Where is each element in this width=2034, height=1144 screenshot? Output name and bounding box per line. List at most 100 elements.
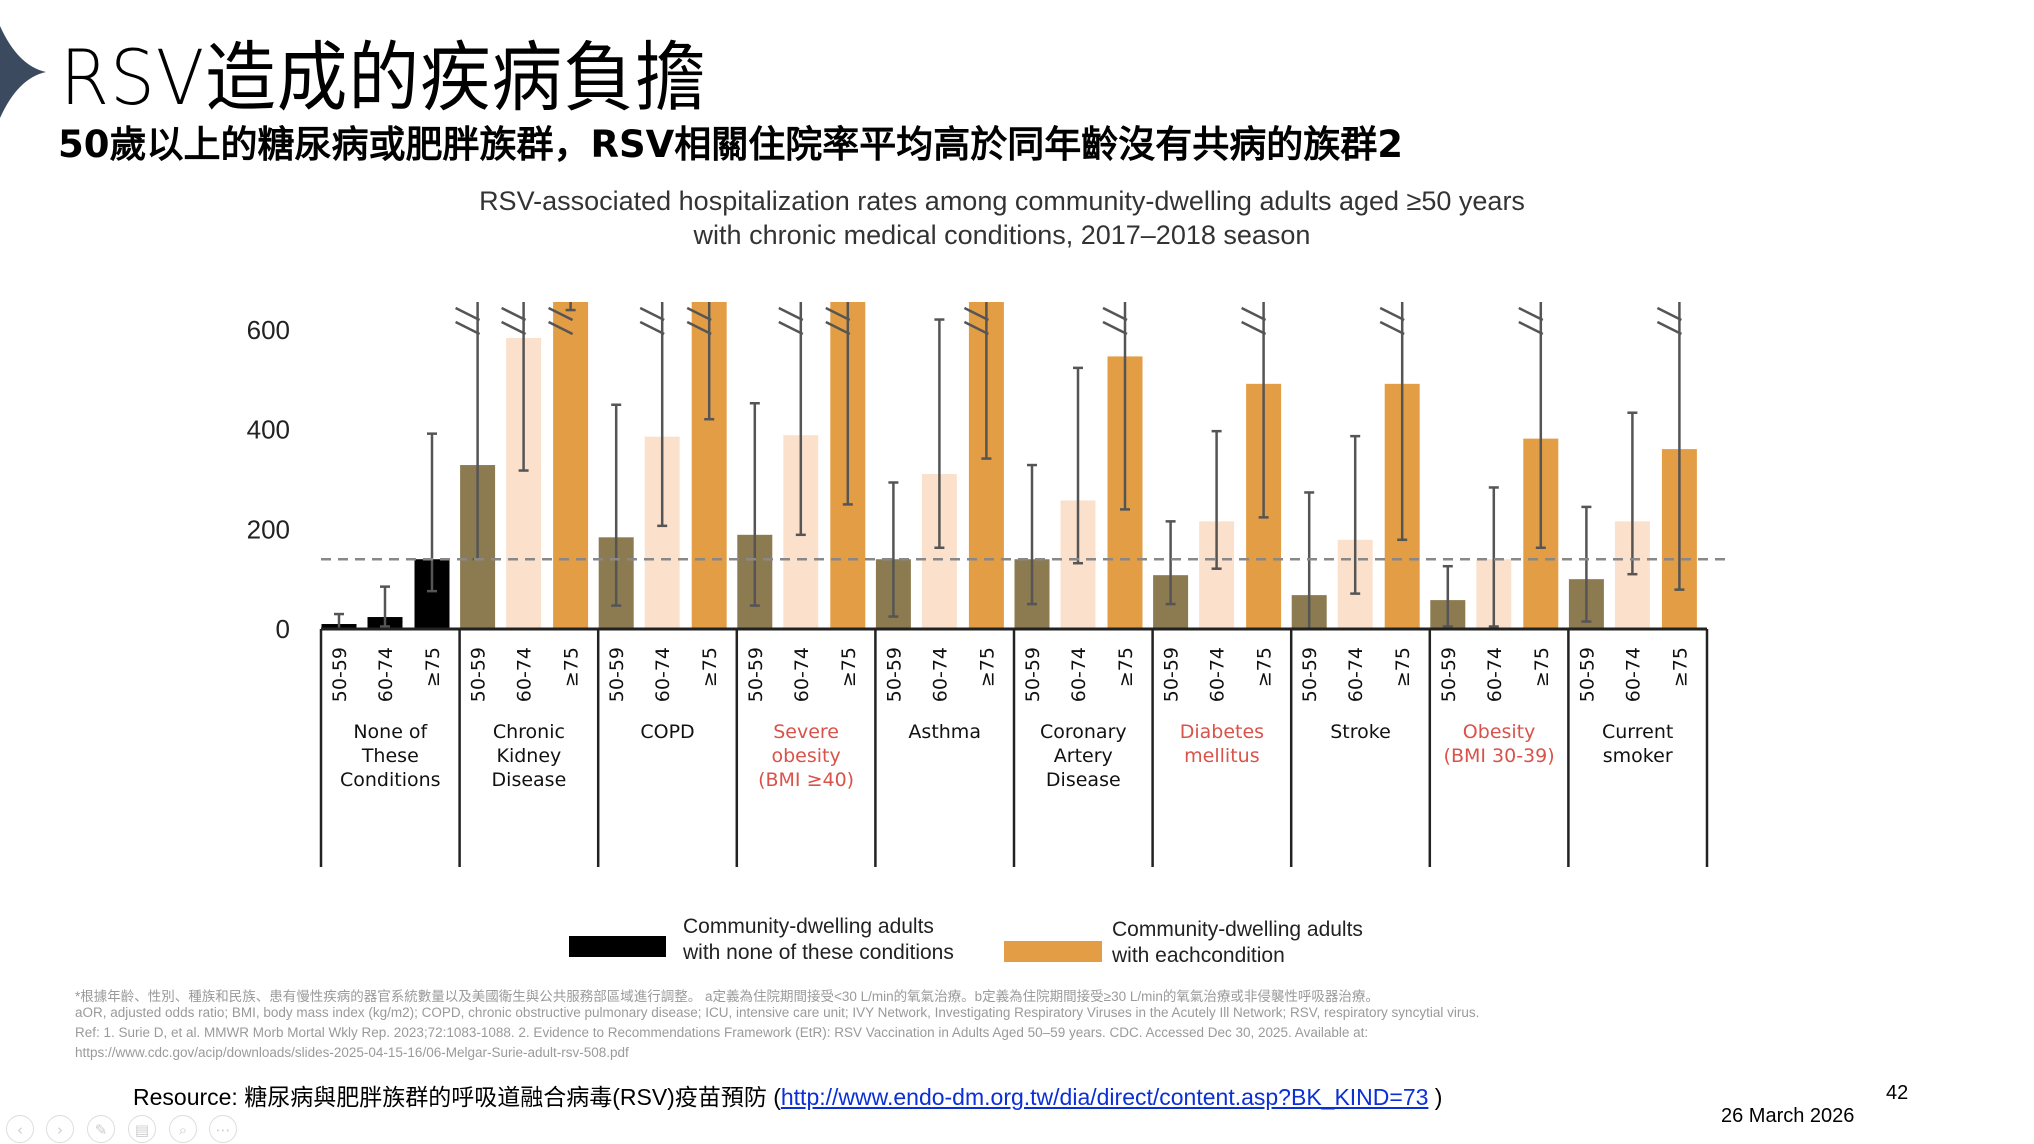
age-tick-label: ≥75 — [1254, 647, 1276, 687]
axis-break-mark — [455, 320, 481, 336]
axis-break-mark — [778, 306, 804, 322]
axis-break-mark — [1102, 306, 1128, 322]
age-tick-label: 50-59 — [468, 647, 490, 702]
resource-suffix: ) — [1428, 1084, 1443, 1110]
age-tick-label: 50-59 — [1438, 647, 1460, 702]
next-icon[interactable]: › — [46, 1115, 74, 1143]
resource-link[interactable]: http://www.endo-dm.org.tw/dia/direct/con… — [780, 1084, 1429, 1110]
slide-date: 26 March 2026 — [1721, 1105, 1855, 1127]
age-tick-label: 60-74 — [929, 647, 951, 702]
age-tick-label: ≥75 — [1531, 647, 1553, 687]
category-label: Severe — [773, 721, 839, 743]
legend-line: with none of these conditions — [683, 941, 954, 964]
axis-break-mark — [1656, 320, 1682, 336]
category-label: Artery — [1054, 745, 1113, 767]
y-tick-label: 0 — [276, 614, 290, 644]
legend-label-condition: Community-dwelling adults with eachcondi… — [1112, 917, 1363, 969]
age-tick-label: 50-59 — [745, 647, 767, 702]
age-tick-label: 60-74 — [1484, 647, 1506, 702]
age-tick-label: ≥75 — [1392, 647, 1414, 687]
age-tick-label: ≥75 — [699, 647, 721, 687]
age-tick-label: 60-74 — [652, 647, 674, 702]
age-tick-label: 50-59 — [1576, 647, 1598, 702]
age-tick-label: 60-74 — [1622, 647, 1644, 702]
category-label: Kidney — [497, 745, 562, 767]
category-label: None of — [353, 721, 428, 743]
axis-break-mark — [501, 320, 527, 336]
legend-label-none: Community-dwelling adults with none of t… — [683, 914, 954, 966]
axis-break-mark — [825, 306, 851, 322]
y-tick-label: 400 — [247, 415, 290, 445]
age-tick-label: 60-74 — [791, 647, 813, 702]
axis-break-mark — [548, 320, 574, 336]
axis-break-mark — [639, 306, 665, 322]
age-tick-label: 60-74 — [375, 647, 397, 702]
axis-break-mark — [1518, 320, 1544, 336]
axis-break-mark — [1518, 306, 1544, 322]
age-tick-label: 60-74 — [1207, 647, 1229, 702]
chart-title: RSV-associated hospitalization rates amo… — [0, 184, 2004, 252]
axis-break-mark — [686, 320, 712, 336]
legend-line: Community-dwelling adults — [1112, 918, 1363, 941]
category-label: Chronic — [493, 721, 565, 743]
axis-break-mark — [686, 306, 712, 322]
axis-break-mark — [1379, 320, 1405, 336]
axis-break-mark — [455, 306, 481, 322]
legend-line: Community-dwelling adults — [683, 915, 934, 938]
category-label: Current — [1602, 721, 1673, 743]
axis-break-mark — [1241, 306, 1267, 322]
category-label: Disease — [492, 769, 567, 791]
age-tick-label: 50-59 — [1299, 647, 1321, 702]
footnote-abbreviations: aOR, adjusted odds ratio; BMI, body mass… — [75, 1005, 1480, 1020]
age-tick-label: ≥75 — [1669, 647, 1691, 687]
category-label: mellitus — [1184, 745, 1259, 767]
category-label: (BMI ≥40) — [758, 769, 854, 791]
category-label: These — [361, 745, 419, 767]
age-tick-label: ≥75 — [976, 647, 998, 687]
pen-icon[interactable]: ✎ — [87, 1115, 115, 1143]
age-tick-label: 50-59 — [883, 647, 905, 702]
legend-swatch-condition — [1004, 941, 1102, 962]
category-label: Asthma — [908, 721, 981, 743]
axis-break-mark — [501, 306, 527, 322]
resource-prefix: Resource: 糖尿病與肥胖族群的呼吸道融合病毒(RSV)疫苗預防 ( — [133, 1084, 781, 1110]
axis-break-mark — [963, 306, 989, 322]
age-tick-label: 60-74 — [1068, 647, 1090, 702]
category-label: (BMI 30-39) — [1444, 745, 1555, 767]
zoom-icon[interactable]: ⌕ — [169, 1115, 197, 1143]
legend-line: with eachcondition — [1112, 944, 1285, 967]
previous-icon[interactable]: ‹ — [6, 1115, 34, 1143]
age-tick-label: 50-59 — [1161, 647, 1183, 702]
y-tick-label: 200 — [247, 514, 290, 544]
resource-line: Resource: 糖尿病與肥胖族群的呼吸道融合病毒(RSV)疫苗預防 (htt… — [133, 1078, 1442, 1112]
age-tick-label: 50-59 — [1022, 647, 1044, 702]
slide-subtitle: 50歲以上的糖尿病或肥胖族群，RSV相關住院率平均高於同年齡沒有共病的族群2 — [58, 123, 1404, 166]
slides-icon[interactable]: ▤ — [128, 1115, 156, 1143]
y-tick-label: 600 — [247, 315, 290, 345]
category-label: COPD — [640, 721, 694, 743]
axis-break-mark — [639, 320, 665, 336]
bar — [553, 302, 589, 629]
category-label: Diabetes — [1180, 721, 1264, 743]
legend-swatch-none — [569, 936, 666, 957]
category-label: obesity — [771, 745, 840, 767]
axis-break-mark — [1241, 320, 1267, 336]
category-label: smoker — [1603, 745, 1673, 767]
age-tick-label: ≥75 — [838, 647, 860, 687]
slide-chevron-decoration — [0, 26, 46, 118]
footnote-adjustment: *根據年齡、性別、種族和民族、患有慢性疾病的器官系統數量以及美國衛生與公共服務部… — [75, 989, 1379, 1004]
axis-break-mark — [778, 320, 804, 336]
category-label: Coronary — [1040, 721, 1127, 743]
chart-title-line2: with chronic medical conditions, 2017–20… — [693, 220, 1311, 250]
axis-break-mark — [1656, 306, 1682, 322]
more-icon[interactable]: ⋯ — [209, 1115, 237, 1143]
age-tick-label: 50-59 — [606, 647, 628, 702]
age-tick-label: ≥75 — [422, 647, 444, 687]
age-tick-label: 60-74 — [514, 647, 536, 702]
category-label: Disease — [1046, 769, 1121, 791]
footnote-references: Ref: 1. Surie D, et al. MMWR Morb Mortal… — [75, 1025, 1369, 1040]
chart-title-line1: RSV-associated hospitalization rates amo… — [479, 186, 1525, 216]
axis-break-mark — [825, 320, 851, 336]
age-tick-label: ≥75 — [1115, 647, 1137, 687]
